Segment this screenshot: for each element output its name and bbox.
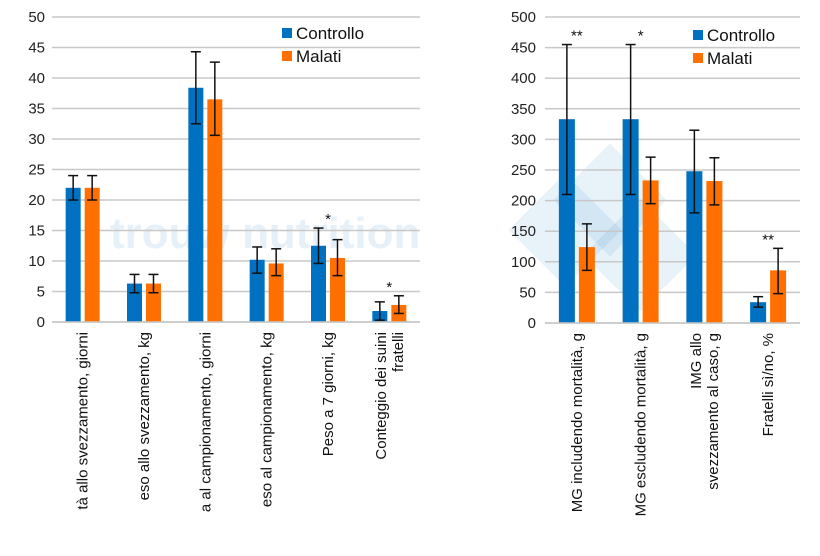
category-label: tà allo svezzamento, giorni bbox=[75, 332, 92, 510]
category-label: Peso a 7 giorni, kg bbox=[320, 332, 337, 456]
category-label: eso allo svezzamento, kg bbox=[136, 332, 153, 500]
chart-2: 0 50 100 150 200 250 300 350 400 450 500 ** MG inclu… bbox=[511, 9, 800, 516]
y-tick-label: 10 bbox=[28, 253, 45, 270]
y-tick-label: 25 bbox=[28, 162, 45, 179]
y-tick-label: 50 bbox=[519, 284, 536, 301]
bar-malati bbox=[578, 247, 595, 323]
bar-malati bbox=[84, 187, 100, 322]
significance-marker: ** bbox=[762, 231, 774, 248]
bar-malati bbox=[207, 99, 223, 322]
legend-label: Malati bbox=[296, 47, 341, 66]
significance-marker: * bbox=[325, 211, 331, 228]
category-label: a al campionamento, giorni bbox=[197, 332, 214, 512]
bar-controllo bbox=[686, 171, 703, 323]
bar-controllo bbox=[311, 245, 326, 322]
legend-item-controllo: Controllo bbox=[693, 26, 775, 45]
y-tick-label: 40 bbox=[28, 70, 45, 87]
bar-malati bbox=[330, 257, 345, 322]
bar-malati bbox=[642, 180, 659, 323]
y-tick-label: 0 bbox=[37, 314, 45, 331]
legend-swatch bbox=[693, 53, 703, 63]
bar-malati bbox=[706, 181, 723, 323]
significance-marker: * bbox=[638, 28, 644, 45]
significance-marker: * bbox=[386, 279, 392, 296]
y-tick-label: 200 bbox=[511, 193, 536, 210]
legend-label: Malati bbox=[707, 49, 752, 68]
legend-label: Controllo bbox=[707, 26, 775, 45]
y-tick-label: 50 bbox=[28, 9, 45, 26]
legend-swatch bbox=[282, 28, 292, 38]
legend-item-controllo: Controllo bbox=[282, 24, 364, 43]
y-tick-label: 300 bbox=[511, 131, 536, 148]
legend-label: Controllo bbox=[296, 24, 364, 43]
y-tick-label: 35 bbox=[28, 101, 45, 118]
bar-controllo bbox=[188, 87, 204, 322]
y-tick-label: 5 bbox=[37, 284, 45, 301]
bar-controllo bbox=[65, 187, 81, 322]
category-label: fratelli bbox=[390, 332, 407, 372]
bar-controllo bbox=[622, 119, 639, 323]
y-tick-label: 30 bbox=[28, 131, 45, 148]
legend-swatch bbox=[693, 30, 703, 40]
significance-marker: ** bbox=[571, 28, 583, 45]
y-tick-label: 15 bbox=[28, 223, 45, 240]
y-tick-label: 350 bbox=[511, 101, 536, 118]
y-tick-label: 20 bbox=[28, 192, 45, 209]
category-label: MG includendo mortalità, g bbox=[569, 333, 586, 512]
watermark: trouw nutrition bbox=[110, 209, 420, 258]
y-tick-label: 45 bbox=[28, 40, 45, 57]
bar-controllo bbox=[558, 119, 575, 323]
y-tick-label: 400 bbox=[511, 70, 536, 87]
y-tick-label: 0 bbox=[528, 315, 536, 332]
category-label: IMG allo bbox=[688, 333, 705, 389]
bar-malati bbox=[770, 270, 787, 323]
y-tick-label: 100 bbox=[511, 254, 536, 271]
chart-1: 0 5 10 15 20 25 30 35 40 45 50 tà allo svezzamento,… bbox=[28, 9, 420, 512]
y-tick-label: 450 bbox=[511, 40, 536, 57]
legend-swatch bbox=[282, 51, 292, 61]
y-tick-label: 150 bbox=[511, 223, 536, 240]
y-tick-label: 250 bbox=[511, 162, 536, 179]
category-label: Conteggio dei suini bbox=[373, 332, 390, 460]
legend-item-malati: Malati bbox=[282, 47, 341, 66]
category-label: Fratelli sì/no, % bbox=[760, 333, 777, 436]
category-label: svezzamento al caso, g bbox=[705, 333, 722, 490]
bar-malati bbox=[268, 263, 284, 322]
y-tick-label: 500 bbox=[511, 9, 536, 26]
legend-item-malati: Malati bbox=[693, 49, 752, 68]
category-label: eso al campionamento, kg bbox=[259, 332, 276, 507]
category-label: MG escludendo mortalità, g bbox=[633, 333, 650, 516]
bar-controllo bbox=[249, 259, 265, 322]
